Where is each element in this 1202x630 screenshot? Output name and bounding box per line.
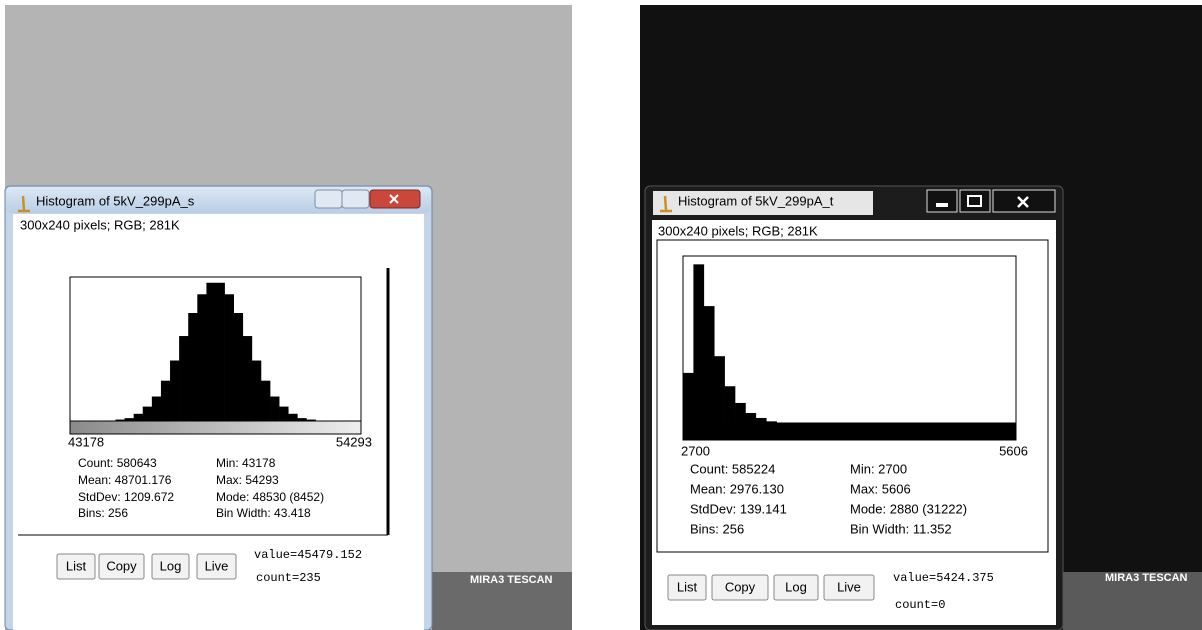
cursor-count: count=235	[256, 571, 321, 585]
histogram-bar	[243, 336, 252, 421]
statistic: Min: 2700	[850, 461, 907, 476]
statistic: Mean: 48701.176	[78, 473, 172, 487]
histogram-bar	[197, 294, 206, 421]
histogram-bar	[152, 397, 161, 421]
histogram-bar	[693, 264, 704, 423]
max-label: 54293	[336, 434, 372, 449]
histogram-bar	[279, 407, 288, 421]
histogram-bar	[170, 361, 179, 421]
info-label: MIRA3 TESCAN	[1105, 572, 1188, 584]
button-label[interactable]: Copy	[725, 579, 756, 594]
histogram-bar	[261, 381, 270, 421]
button-label[interactable]: Log	[785, 579, 807, 594]
histogram-bar	[735, 403, 746, 423]
histogram-bar	[179, 336, 188, 421]
maximize-button[interactable]	[342, 190, 369, 208]
histogram-bar	[225, 294, 234, 421]
histogram-bar	[206, 283, 215, 421]
histogram-bar	[143, 407, 152, 421]
histogram-bar	[745, 413, 756, 423]
button-label[interactable]: Live	[837, 579, 861, 594]
max-label: 5606	[999, 443, 1028, 458]
cursor-value: value=45479.152	[254, 548, 362, 562]
minimize-button[interactable]	[315, 190, 342, 208]
image-info: 300x240 pixels; RGB; 281K	[20, 217, 180, 232]
statistic: Max: 54293	[216, 473, 279, 487]
button-label[interactable]: List	[66, 558, 87, 573]
histogram-bar	[683, 373, 694, 423]
histogram-bar	[134, 414, 143, 421]
statistic: Min: 43178	[216, 456, 276, 470]
histogram-bar	[188, 313, 197, 421]
info-label: MIRA3 TESCAN	[470, 574, 553, 586]
histogram-bar	[725, 386, 736, 423]
histogram-bar	[252, 361, 261, 421]
button-label[interactable]: Copy	[106, 558, 137, 573]
histogram-bar	[161, 381, 170, 421]
histogram-bar	[714, 356, 725, 423]
histogram-bar	[756, 418, 767, 423]
statistic: Bin Width: 11.352	[850, 521, 952, 536]
window-title: Histogram of 5kV_299pA_t	[678, 193, 834, 208]
cursor-value: value=5424.375	[893, 571, 994, 585]
statistic: Bin Width: 43.418	[216, 506, 311, 520]
statistic: StdDev: 139.141	[690, 501, 787, 516]
statistic: Mode: 48530 (8452)	[216, 490, 324, 504]
statistic: Mean: 2976.130	[690, 481, 784, 496]
histogram-bar	[216, 283, 225, 421]
min-label: 2700	[681, 443, 710, 458]
minimize-button[interactable]	[927, 190, 957, 212]
histogram-bar	[288, 414, 297, 421]
cursor-count: count=0	[895, 598, 945, 612]
statistic: Max: 5606	[850, 481, 911, 496]
statistic: Bins: 256	[690, 521, 744, 536]
image-info: 300x240 pixels; RGB; 281K	[658, 223, 818, 238]
statistic: Count: 585224	[690, 461, 775, 476]
window-title: Histogram of 5kV_299pA_s	[36, 193, 195, 208]
histogram-bar	[704, 306, 715, 423]
histogram-bar	[234, 313, 243, 421]
minimize-icon	[936, 203, 948, 207]
lut-bar	[70, 421, 361, 434]
statistic: Count: 580643	[78, 456, 157, 470]
lut-bar	[683, 423, 1016, 440]
statistic: Bins: 256	[78, 506, 128, 520]
histogram-bar	[270, 397, 279, 421]
min-label: 43178	[68, 434, 104, 449]
statistic: StdDev: 1209.672	[78, 490, 174, 504]
button-label[interactable]: List	[677, 579, 698, 594]
button-label[interactable]: Log	[160, 558, 182, 573]
screenshot: MIRA3 TESCAN MIRA3 TESCAN Histogram of 5…	[0, 0, 1202, 630]
statistic: Mode: 2880 (31222)	[850, 501, 967, 516]
button-label[interactable]: Live	[205, 558, 229, 573]
maximize-button[interactable]	[960, 190, 990, 212]
